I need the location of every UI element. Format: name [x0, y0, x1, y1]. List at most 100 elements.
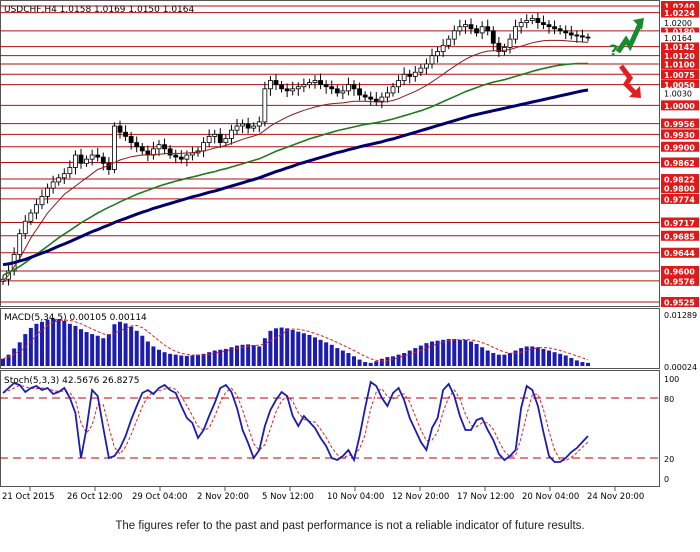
macd-bar [508, 353, 512, 366]
macd-axis: 0.01289 0.00024 [664, 311, 697, 372]
macd-bar [335, 348, 340, 366]
candle-body [346, 84, 351, 92]
candle-body [190, 152, 195, 156]
candle-body [412, 71, 418, 77]
time-tick-label: 29 Oct 04:00 [132, 492, 187, 502]
candle-body [407, 73, 413, 77]
candle-body [507, 38, 513, 48]
macd-bar [396, 354, 401, 366]
macd-bar [62, 320, 67, 366]
candle-body [318, 80, 323, 86]
candle-body [61, 173, 67, 179]
candle-body [223, 138, 229, 144]
macd-bar [184, 355, 189, 366]
stochastic-axis: 100 80 20 0 [664, 375, 679, 484]
level-label: 1.0142 [664, 43, 695, 52]
candle-body [574, 34, 580, 37]
macd-bar [73, 325, 78, 366]
candle-body [451, 30, 457, 40]
macd-bar [452, 339, 457, 366]
bullish-arrow-icon [615, 18, 644, 54]
macd-bar [340, 350, 345, 366]
candle-body [368, 96, 374, 100]
macd-bar [463, 339, 468, 366]
candle-body [513, 26, 518, 40]
level-label-box [661, 247, 699, 258]
level-label-box [661, 297, 699, 307]
candle-body [435, 51, 440, 57]
candle-body [17, 233, 23, 255]
macd-bar [301, 333, 306, 366]
candle-body [156, 144, 162, 150]
macd-bar [173, 354, 178, 366]
time-tick-label: 20 Nov 04:00 [522, 492, 579, 502]
time-tick-label: 2 Nov 20:00 [197, 492, 249, 502]
level-label-box [661, 100, 699, 111]
candle-body [541, 22, 546, 26]
candle-body [485, 26, 491, 32]
macd-bar [357, 359, 362, 366]
macd-bar [457, 339, 462, 366]
time-tick-label: 5 Nov 12:00 [262, 492, 314, 502]
macd-bar [196, 354, 200, 366]
macd-bar [112, 324, 117, 366]
candle-body [201, 142, 206, 152]
stochastic-tick-label: 20 [664, 455, 674, 464]
macd-bar [151, 346, 156, 366]
candle-body [22, 220, 28, 235]
macd-bar [17, 342, 22, 366]
macd-bar [318, 339, 323, 366]
stochastic-main-line [2, 380, 589, 463]
macd-signal-line [2, 319, 589, 362]
candle-body [73, 154, 78, 168]
tick-label: 1.0200 [664, 19, 692, 28]
macd-bar [547, 350, 551, 366]
candle-body [323, 84, 329, 88]
footer: The figures refer to the past and past p… [0, 512, 700, 552]
candle-body [112, 125, 117, 170]
macd-bar [385, 357, 390, 366]
macd-bar [307, 334, 312, 366]
candle-body [580, 35, 585, 38]
candle-body [468, 24, 474, 30]
stochastic-tick-label: 0 [664, 475, 669, 484]
candle-body [273, 80, 279, 86]
macd-bar [101, 338, 106, 366]
level-label-box [661, 25, 699, 36]
candle-body [479, 26, 485, 34]
macd-bar [223, 348, 228, 366]
candle-body [240, 123, 245, 127]
candle-body [463, 24, 468, 28]
macd-bar [519, 348, 524, 366]
candle-body [329, 86, 335, 90]
macd-bar [95, 335, 100, 366]
level-label-box [661, 129, 699, 140]
candle-body [557, 28, 563, 32]
macd-bar [56, 319, 61, 366]
candle-body [396, 80, 401, 88]
level-label-box [661, 41, 699, 52]
macd-bar [474, 343, 479, 366]
macd-bar [129, 326, 134, 366]
macd-bar [235, 345, 239, 366]
macd-bar [368, 362, 373, 366]
moving-average-line [2, 39, 589, 282]
candle-body [45, 187, 50, 197]
candle-body [212, 133, 218, 137]
candle-body [100, 156, 106, 164]
question-mark: ? [609, 41, 618, 60]
tick-label: 1.0164 [664, 34, 692, 43]
candle-body [184, 154, 190, 160]
candle-body [0, 278, 6, 282]
macd-bar [162, 352, 167, 366]
level-label-box [661, 217, 699, 228]
level-label-box [661, 58, 699, 69]
macd-bar [84, 332, 89, 366]
candle-body [563, 30, 569, 34]
bearish-arrow-icon [619, 64, 641, 98]
macd-bar [407, 350, 412, 366]
macd-bar [1, 358, 5, 366]
level-label: 0.9774 [664, 195, 695, 204]
